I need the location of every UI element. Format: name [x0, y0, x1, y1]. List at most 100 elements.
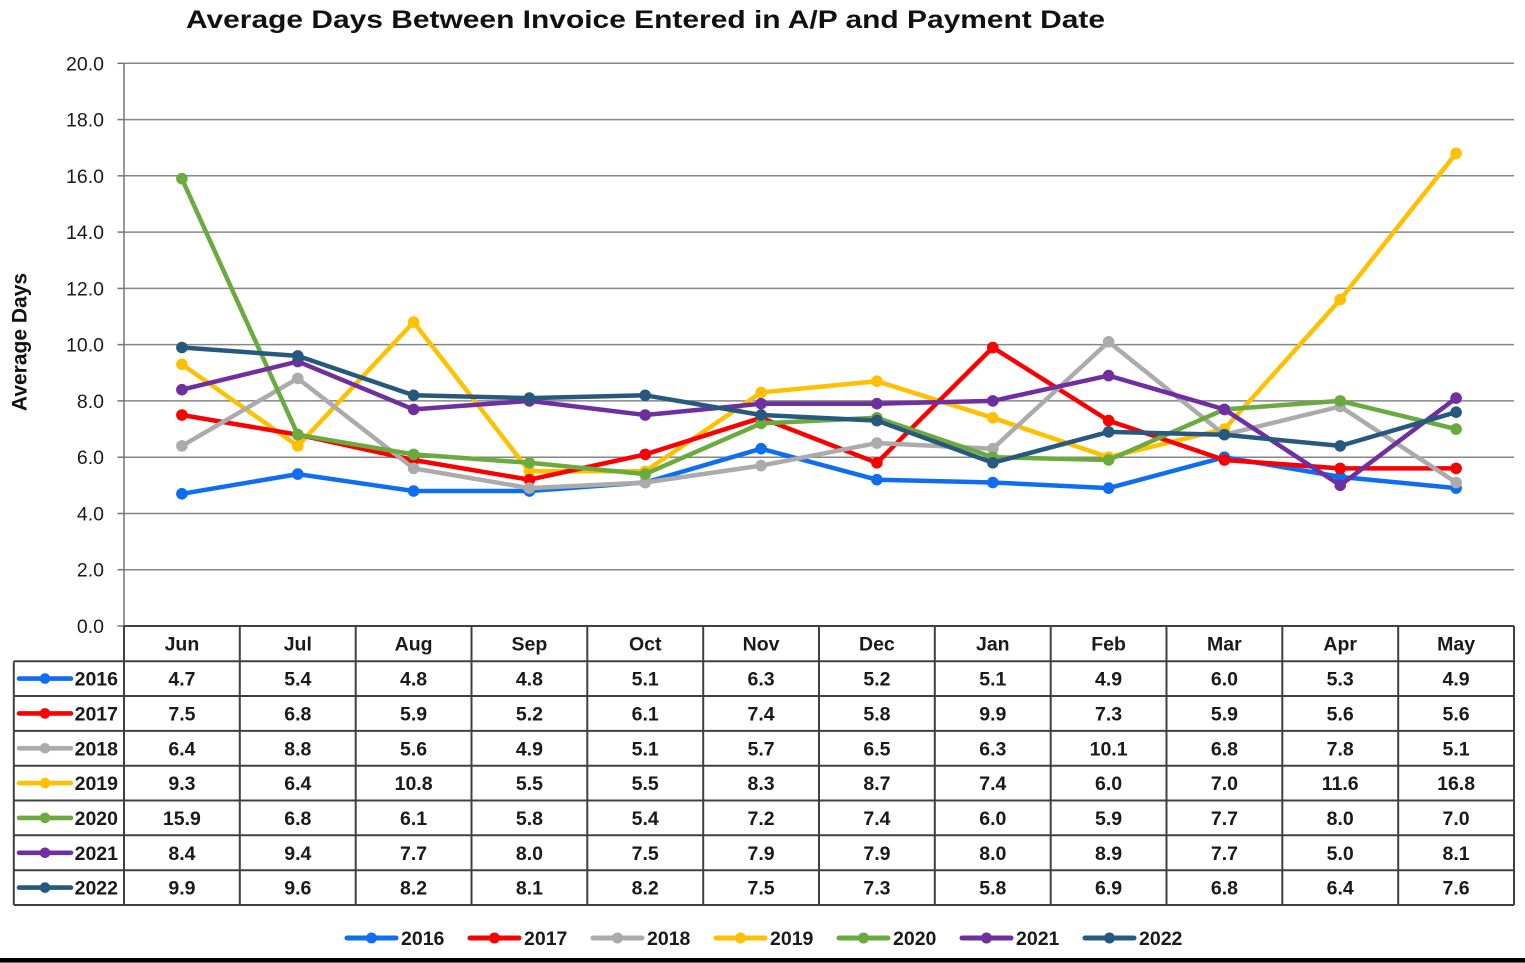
- svg-text:5.2: 5.2: [863, 669, 890, 691]
- svg-text:7.4: 7.4: [748, 703, 775, 725]
- svg-text:8.0: 8.0: [516, 843, 543, 865]
- svg-text:Jun: Jun: [165, 634, 200, 656]
- svg-text:18.0: 18.0: [66, 110, 104, 132]
- svg-text:4.7: 4.7: [168, 669, 195, 691]
- svg-text:2019: 2019: [75, 773, 119, 795]
- svg-text:6.4: 6.4: [168, 738, 195, 760]
- svg-text:Aug: Aug: [395, 634, 433, 656]
- svg-text:6.4: 6.4: [1327, 878, 1354, 900]
- svg-text:2020: 2020: [893, 928, 937, 950]
- svg-text:Mar: Mar: [1207, 634, 1242, 656]
- svg-text:Sep: Sep: [512, 634, 548, 656]
- svg-text:7.4: 7.4: [979, 773, 1006, 795]
- svg-text:6.8: 6.8: [284, 808, 311, 830]
- svg-text:4.8: 4.8: [400, 669, 427, 691]
- svg-text:5.1: 5.1: [1443, 738, 1470, 760]
- svg-text:4.9: 4.9: [1095, 669, 1122, 691]
- svg-text:4.9: 4.9: [1443, 669, 1470, 691]
- svg-text:8.1: 8.1: [516, 878, 543, 900]
- svg-text:Average Days Between Invoice E: Average Days Between Invoice Entered in …: [186, 6, 1105, 34]
- svg-text:8.4: 8.4: [168, 843, 195, 865]
- svg-text:8.3: 8.3: [748, 773, 775, 795]
- svg-text:5.5: 5.5: [632, 773, 659, 795]
- svg-text:6.8: 6.8: [1211, 878, 1238, 900]
- svg-text:12.0: 12.0: [66, 278, 104, 300]
- svg-text:10.1: 10.1: [1090, 738, 1128, 760]
- svg-text:6.3: 6.3: [979, 738, 1006, 760]
- svg-text:7.2: 7.2: [748, 808, 775, 830]
- svg-text:6.9: 6.9: [1095, 878, 1122, 900]
- svg-text:2016: 2016: [401, 928, 445, 950]
- svg-text:2016: 2016: [75, 669, 119, 691]
- svg-text:9.4: 9.4: [284, 843, 311, 865]
- svg-text:5.1: 5.1: [632, 738, 659, 760]
- svg-text:8.0: 8.0: [979, 843, 1006, 865]
- svg-text:Jan: Jan: [976, 634, 1010, 656]
- svg-text:9.3: 9.3: [168, 773, 195, 795]
- svg-text:2017: 2017: [75, 703, 118, 725]
- svg-text:6.0: 6.0: [1211, 669, 1238, 691]
- svg-text:5.8: 5.8: [516, 808, 543, 830]
- svg-text:5.1: 5.1: [979, 669, 1006, 691]
- svg-text:Apr: Apr: [1323, 634, 1357, 656]
- svg-text:5.8: 5.8: [979, 878, 1006, 900]
- svg-text:8.0: 8.0: [1327, 808, 1354, 830]
- svg-text:4.9: 4.9: [516, 738, 543, 760]
- svg-text:5.6: 5.6: [400, 738, 427, 760]
- svg-text:16.8: 16.8: [1437, 773, 1475, 795]
- svg-text:7.9: 7.9: [863, 843, 890, 865]
- svg-text:9.9: 9.9: [168, 878, 195, 900]
- svg-text:8.9: 8.9: [1095, 843, 1122, 865]
- svg-text:5.2: 5.2: [516, 703, 543, 725]
- svg-text:7.4: 7.4: [863, 808, 890, 830]
- svg-text:5.8: 5.8: [863, 703, 890, 725]
- svg-text:11.6: 11.6: [1322, 773, 1359, 795]
- svg-text:May: May: [1437, 634, 1475, 656]
- svg-text:Nov: Nov: [743, 634, 780, 656]
- svg-text:16.0: 16.0: [66, 166, 104, 188]
- svg-text:2.0: 2.0: [77, 560, 104, 582]
- svg-text:6.0: 6.0: [77, 447, 104, 469]
- svg-text:6.5: 6.5: [863, 738, 890, 760]
- svg-text:5.9: 5.9: [1095, 808, 1122, 830]
- svg-text:5.7: 5.7: [748, 738, 775, 760]
- svg-text:Average Days: Average Days: [9, 273, 32, 411]
- svg-text:7.7: 7.7: [1211, 808, 1238, 830]
- svg-text:5.3: 5.3: [1327, 669, 1354, 691]
- svg-text:6.0: 6.0: [1095, 773, 1122, 795]
- svg-text:4.0: 4.0: [77, 504, 104, 526]
- svg-text:15.9: 15.9: [163, 808, 201, 830]
- svg-text:8.2: 8.2: [400, 878, 427, 900]
- svg-text:4.8: 4.8: [516, 669, 543, 691]
- svg-text:7.0: 7.0: [1211, 773, 1238, 795]
- svg-text:Oct: Oct: [629, 634, 662, 656]
- svg-text:7.8: 7.8: [1327, 738, 1354, 760]
- svg-text:6.4: 6.4: [284, 773, 311, 795]
- svg-text:7.6: 7.6: [1443, 878, 1470, 900]
- svg-text:20.0: 20.0: [66, 53, 104, 75]
- svg-text:2018: 2018: [75, 738, 119, 760]
- svg-text:8.1: 8.1: [1443, 843, 1470, 865]
- svg-text:5.1: 5.1: [632, 669, 659, 691]
- svg-text:8.8: 8.8: [284, 738, 311, 760]
- svg-text:6.1: 6.1: [400, 808, 427, 830]
- svg-text:7.5: 7.5: [632, 843, 659, 865]
- svg-text:7.5: 7.5: [168, 703, 195, 725]
- svg-text:Dec: Dec: [859, 634, 895, 656]
- svg-text:7.7: 7.7: [400, 843, 427, 865]
- svg-text:7.0: 7.0: [1443, 808, 1470, 830]
- svg-text:6.3: 6.3: [748, 669, 775, 691]
- svg-text:9.9: 9.9: [979, 703, 1006, 725]
- svg-text:2019: 2019: [770, 928, 814, 950]
- svg-text:Feb: Feb: [1091, 634, 1126, 656]
- svg-text:5.9: 5.9: [1211, 703, 1238, 725]
- svg-text:8.0: 8.0: [77, 391, 104, 413]
- svg-text:7.9: 7.9: [748, 843, 775, 865]
- svg-text:7.7: 7.7: [1211, 843, 1238, 865]
- svg-text:8.2: 8.2: [632, 878, 659, 900]
- svg-text:9.6: 9.6: [284, 878, 311, 900]
- svg-text:2021: 2021: [1016, 928, 1060, 950]
- svg-text:2021: 2021: [75, 843, 119, 865]
- svg-text:5.4: 5.4: [632, 808, 659, 830]
- svg-text:5.6: 5.6: [1327, 703, 1354, 725]
